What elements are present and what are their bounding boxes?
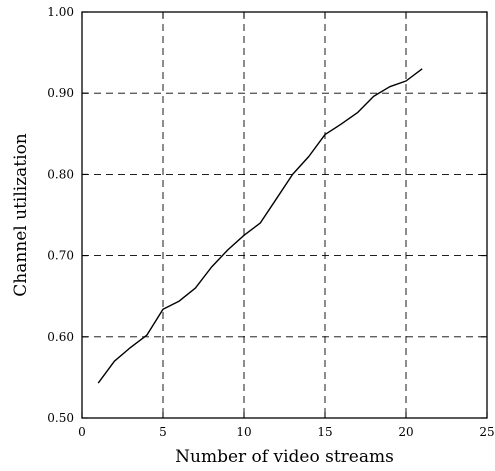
y-axis-title: Channel utilization (11, 133, 31, 297)
tick-labels: 0 5 10 15 20 25 0.50 0.60 0.70 0.80 0.90 1.00 (47, 5, 494, 439)
x-tick-label: 25 (479, 425, 494, 439)
x-tick-label: 5 (159, 425, 167, 439)
plot-frame (81, 11, 488, 419)
x-tick-label: 10 (236, 425, 251, 439)
x-tick-label: 15 (317, 425, 332, 439)
y-tick-label: 0.90 (47, 86, 74, 100)
grid (82, 12, 487, 418)
x-tick-label: 0 (78, 425, 86, 439)
x-tick-label: 20 (398, 425, 413, 439)
y-tick-label: 0.70 (47, 249, 74, 263)
y-tick-label: 0.50 (47, 411, 74, 425)
y-tick-label: 0.80 (47, 167, 74, 181)
axis-ticks (81, 11, 488, 419)
y-tick-label: 1.00 (47, 5, 74, 19)
x-axis-title: Number of video streams (175, 447, 394, 467)
y-tick-label: 0.60 (47, 330, 74, 344)
series-line (97, 68, 423, 384)
series-layer (97, 68, 423, 384)
